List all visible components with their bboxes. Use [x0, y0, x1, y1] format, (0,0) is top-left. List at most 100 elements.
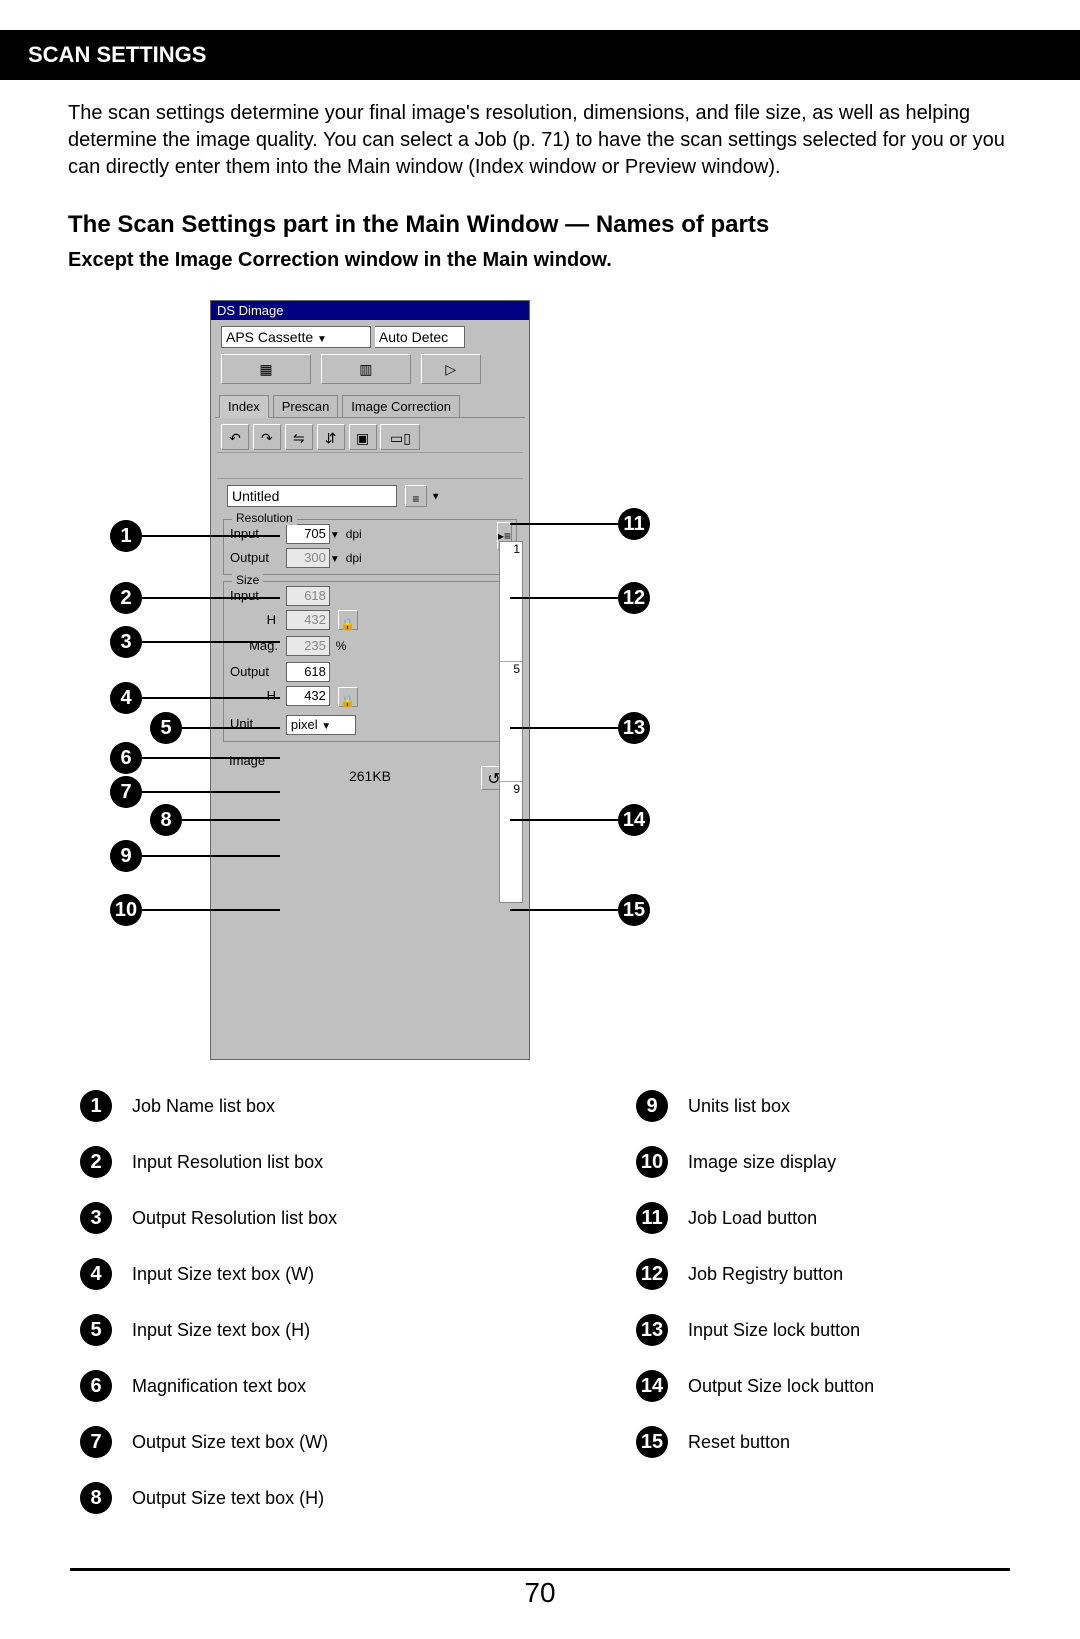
legend-item-9: 9 Units list box [636, 1090, 1012, 1122]
screenshot-area: DS Dimage APS Cassette ▼ Auto Detec ▦ ▥ … [110, 300, 650, 1060]
job-menu-button[interactable]: ≡ [405, 485, 427, 507]
legend: 1 Job Name list box 2Input Resolution list… [80, 1090, 1012, 1538]
job-load-button[interactable]: ▭▯ [380, 424, 420, 450]
legend-badge: 14 [636, 1370, 668, 1402]
output-size-w[interactable]: 618 [286, 662, 330, 682]
callout-10: 10 [110, 894, 280, 926]
input-size-lock-button[interactable]: 🔒 [338, 610, 358, 630]
callout-badge: 11 [618, 508, 650, 540]
callout-badge: 12 [618, 582, 650, 614]
legend-badge: 5 [80, 1314, 112, 1346]
callout-12: 12 [510, 582, 650, 614]
output-resolution-listbox[interactable]: 300 [286, 548, 330, 568]
callout-line [182, 819, 280, 821]
toolbar-slot-2[interactable]: ▥ [321, 354, 411, 384]
tab-index[interactable]: Index [219, 395, 269, 418]
legend-label: Output Size text box (W) [132, 1432, 328, 1453]
flip-h-icon[interactable]: ⇋ [285, 424, 313, 450]
tab-bar: Index Prescan Image Correction [211, 390, 529, 417]
units-value: pixel [291, 717, 318, 732]
callout-6: 6 [110, 742, 280, 774]
legend-item-1: 1 Job Name list box [80, 1090, 456, 1122]
callout-line [182, 727, 280, 729]
callout-badge: 6 [110, 742, 142, 774]
legend-label: Image size display [688, 1152, 836, 1173]
legend-badge: 7 [80, 1426, 112, 1458]
film-type-select[interactable]: APS Cassette ▼ [221, 326, 371, 348]
legend-badge: 4 [80, 1258, 112, 1290]
legend-label: Job Name list box [132, 1096, 275, 1117]
job-name-listbox[interactable]: Untitled [227, 485, 397, 507]
callout-badge: 7 [110, 776, 142, 808]
legend-badge: 10 [636, 1146, 668, 1178]
callout-badge: 2 [110, 582, 142, 614]
job-name-value: Untitled [232, 488, 279, 504]
callout-14: 14 [510, 804, 650, 836]
input-resolution-listbox[interactable]: 705 [286, 524, 330, 544]
legend-badge: 3 [80, 1202, 112, 1234]
legend-badge: 11 [636, 1202, 668, 1234]
input-h-label: H [230, 612, 282, 627]
slider-area [217, 453, 523, 479]
chevron-down-icon: ▼ [317, 334, 327, 345]
callout-9: 9 [110, 840, 280, 872]
input-size-w[interactable]: 618 [286, 586, 330, 606]
toolbar-slot-3[interactable]: ▷ [421, 354, 481, 384]
callout-line [142, 597, 280, 599]
rotate-left-icon[interactable]: ↶ [221, 424, 249, 450]
legend-label: Magnification text box [132, 1376, 306, 1397]
callout-line [142, 855, 280, 857]
output-w-label: Output [230, 664, 282, 679]
rotate-right-icon[interactable]: ↷ [253, 424, 281, 450]
callout-badge: 4 [110, 682, 142, 714]
callout-badge: 3 [110, 626, 142, 658]
dpi-label: dpi [346, 551, 362, 565]
legend-badge: 8 [80, 1482, 112, 1514]
input-size-h[interactable]: 432 [286, 610, 330, 630]
toolbar-slot-1[interactable]: ▦ [221, 354, 311, 384]
legend-label: Output Size text box (H) [132, 1488, 324, 1509]
callout-badge: 13 [618, 712, 650, 744]
output-res-label: Output [230, 550, 282, 565]
callout-badge: 15 [618, 894, 650, 926]
callout-2: 2 [110, 582, 280, 614]
flip-v-icon[interactable]: ⇵ [317, 424, 345, 450]
callout-line [510, 597, 618, 599]
legend-badge: 1 [80, 1090, 112, 1122]
page-number: 70 [40, 1577, 1040, 1609]
callout-8: 8 [150, 804, 280, 836]
legend-item-13: 13Input Size lock button [636, 1314, 1012, 1346]
play-icon: ▷ [422, 355, 480, 383]
tab-prescan[interactable]: Prescan [273, 395, 339, 417]
callout-4: 4 [110, 682, 280, 714]
legend-label: Units list box [688, 1096, 790, 1117]
magnification-textbox[interactable]: 235 [286, 636, 330, 656]
thumb-9[interactable]: 9 [500, 782, 522, 902]
output-size-lock-button[interactable]: 🔒 [338, 687, 358, 707]
legend-item-6: 6Magnification text box [80, 1370, 456, 1402]
fit-icon[interactable]: ▣ [349, 424, 377, 450]
window-title: DS Dimage [211, 301, 529, 320]
callout-line [142, 697, 280, 699]
tab-image-correction[interactable]: Image Correction [342, 395, 460, 417]
chevron-down-icon: ▼ [330, 530, 340, 541]
grid-icon: ▦ [222, 355, 310, 383]
callout-5: 5 [150, 712, 280, 744]
auto-detect-button[interactable]: Auto Detec [375, 326, 465, 348]
callout-badge: 5 [150, 712, 182, 744]
callout-line [510, 523, 618, 525]
heading-main: The Scan Settings part in the Main Windo… [68, 211, 1012, 239]
dpi-label: dpi [346, 527, 362, 541]
section-title: SCAN SETTINGS [28, 42, 206, 67]
units-listbox[interactable]: pixel ▼ [286, 715, 356, 735]
legend-label: Output Resolution list box [132, 1208, 337, 1229]
legend-label: Input Size lock button [688, 1320, 860, 1341]
legend-item-8: 8 Output Size text box (H) [80, 1482, 456, 1514]
intro-paragraph: The scan settings determine your final i… [68, 100, 1012, 181]
callout-line [142, 791, 280, 793]
legend-item-2: 2Input Resolution list box [80, 1146, 456, 1178]
output-size-h[interactable]: 432 [286, 686, 330, 706]
callout-badge: 14 [618, 804, 650, 836]
legend-badge: 9 [636, 1090, 668, 1122]
chevron-down-icon: ▼ [431, 492, 441, 503]
